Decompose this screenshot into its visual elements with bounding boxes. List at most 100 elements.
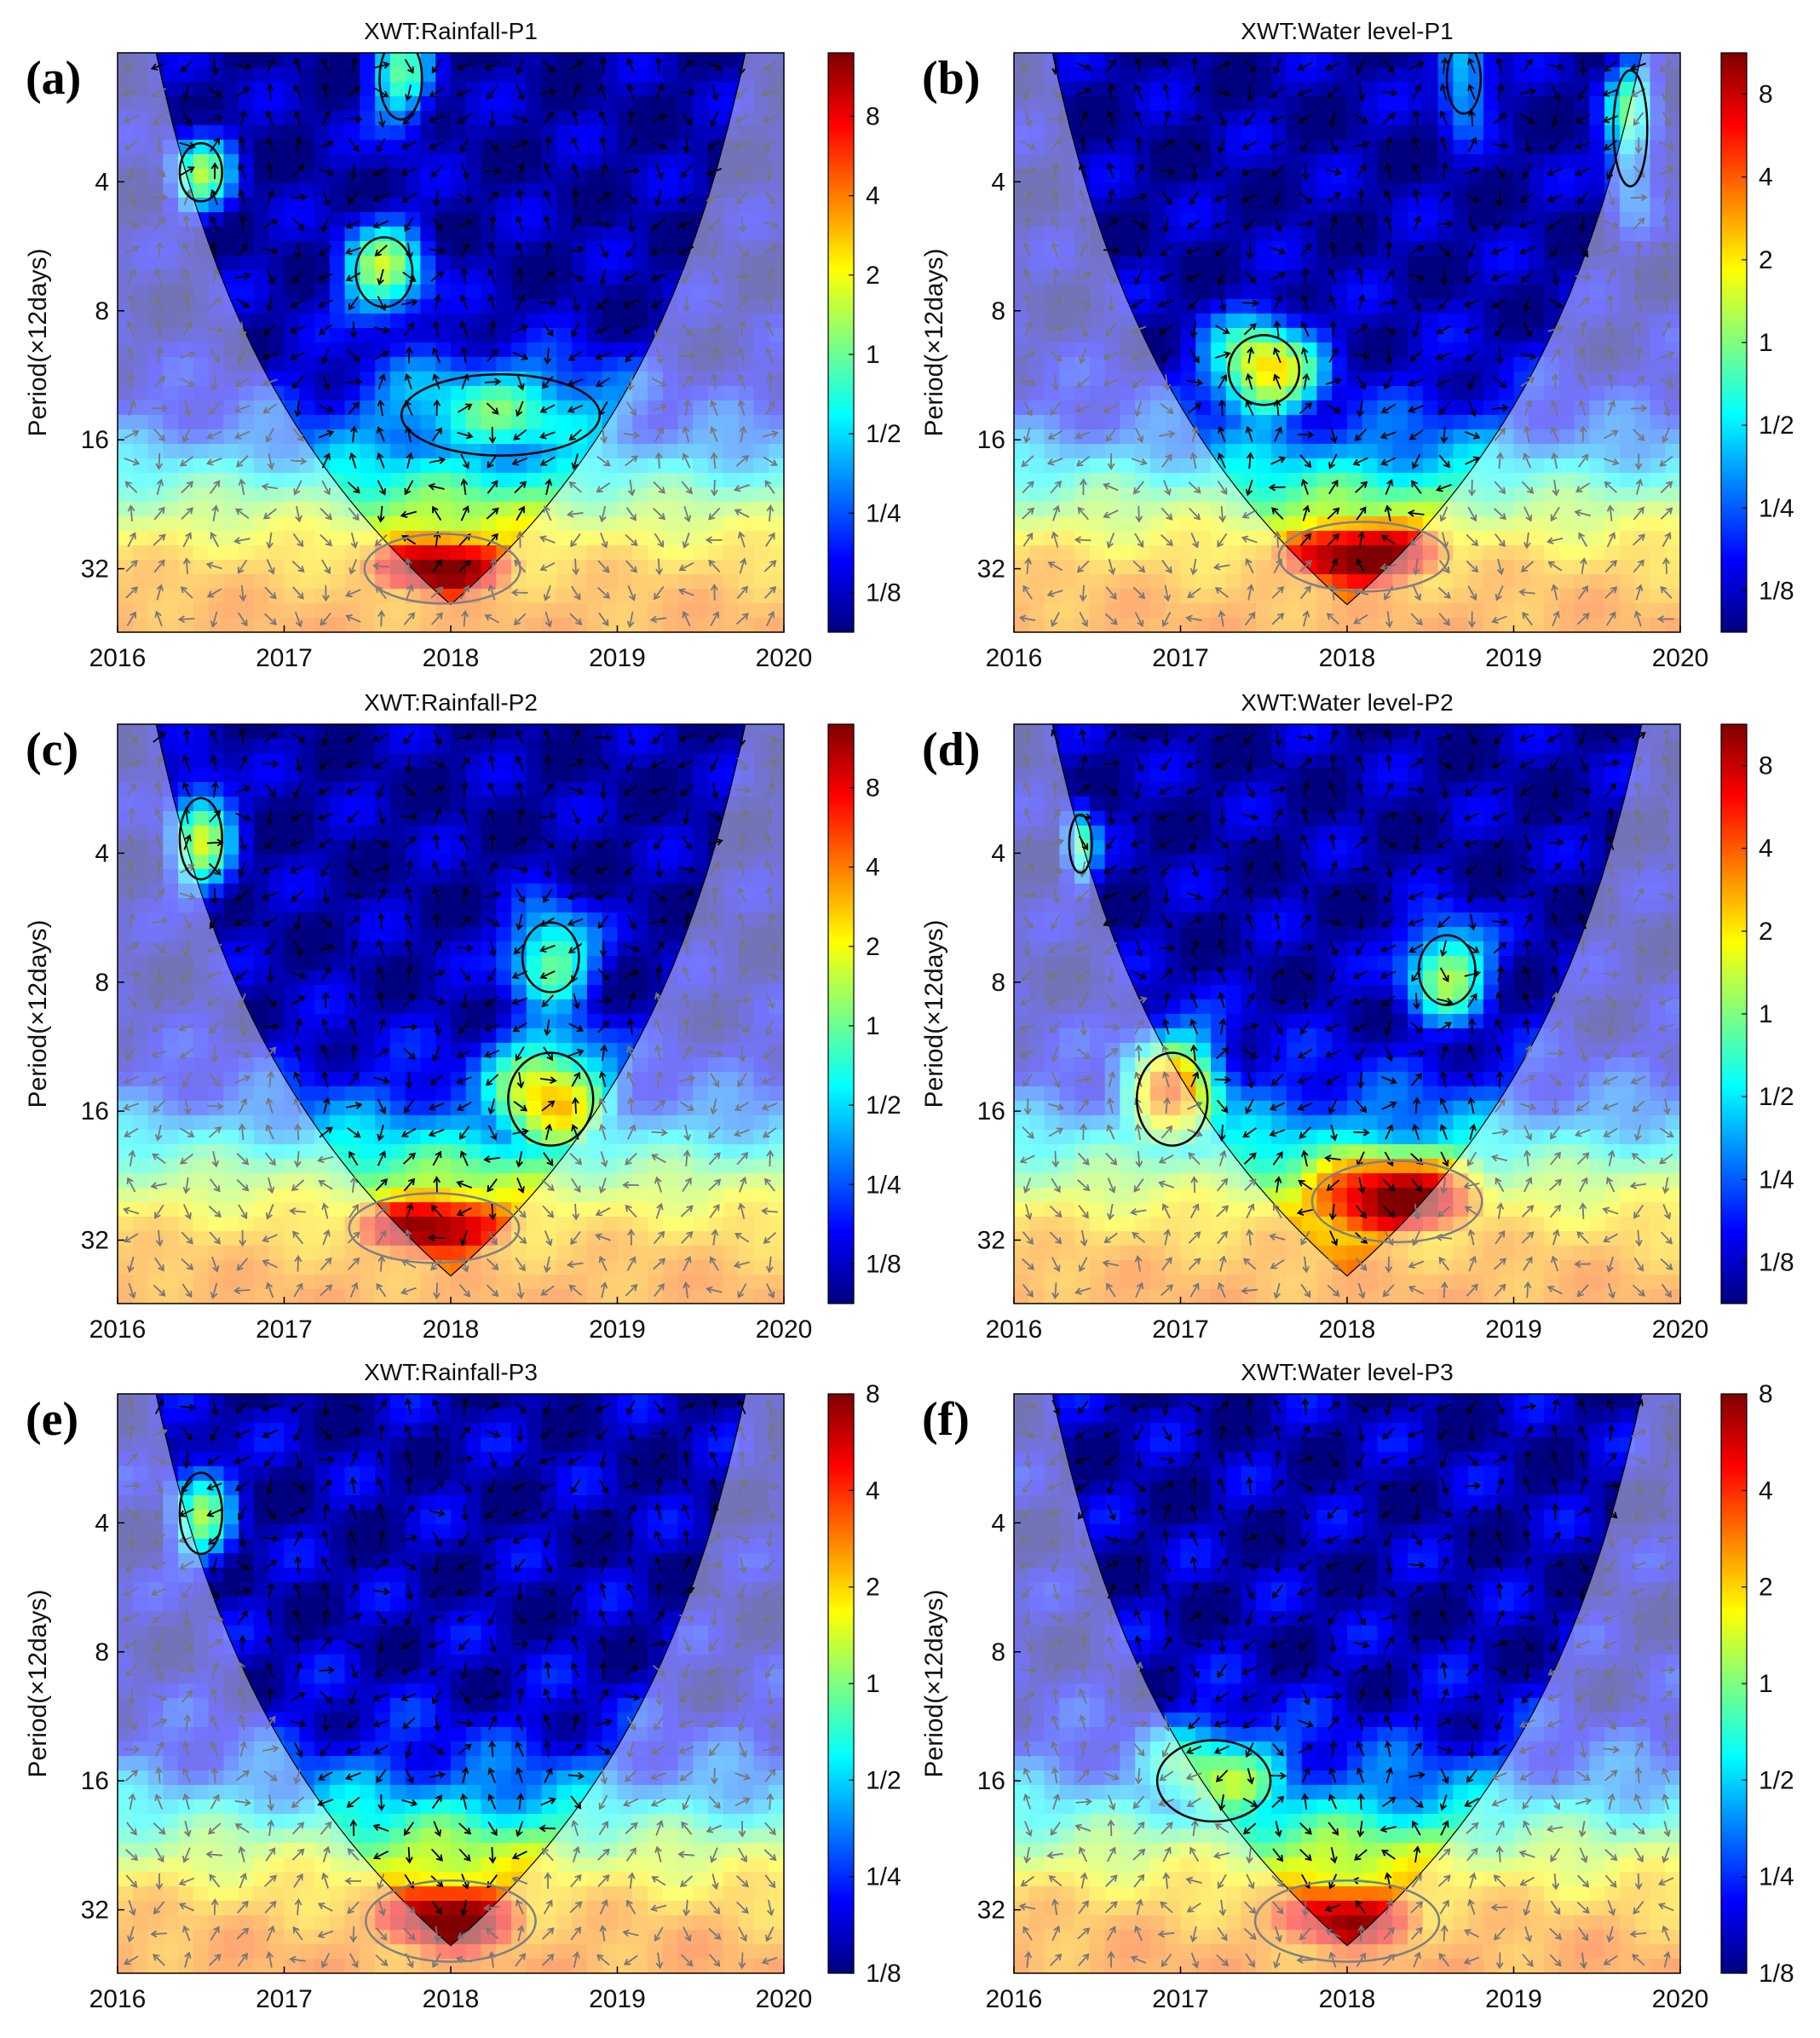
phase-arrow xyxy=(1161,1557,1171,1573)
phase-arrow xyxy=(711,479,718,497)
phase-arrow xyxy=(1298,1454,1315,1464)
phase-arrow xyxy=(1603,1746,1621,1754)
phase-arrow xyxy=(540,1428,555,1439)
phase-arrow xyxy=(405,84,412,101)
phase-arrow xyxy=(1495,1845,1504,1862)
phase-arrow xyxy=(653,1610,665,1625)
phase-arrow xyxy=(1577,85,1588,101)
phase-arrow xyxy=(1409,1796,1424,1808)
phase-arrow xyxy=(1302,504,1310,521)
phase-arrow xyxy=(1356,1767,1365,1783)
phase-arrow xyxy=(1079,215,1087,232)
phase-arrow xyxy=(485,1666,501,1676)
phase-arrow xyxy=(433,1715,441,1733)
phase-arrow xyxy=(1328,1098,1338,1114)
phase-arrow xyxy=(706,732,722,743)
phase-arrow xyxy=(1440,1557,1449,1573)
phase-arrow xyxy=(1408,1455,1424,1465)
phase-arrow xyxy=(123,1586,139,1597)
phase-arrow xyxy=(1492,1128,1509,1136)
phase-arrow xyxy=(572,1608,580,1626)
phase-arrow xyxy=(429,1665,444,1676)
phase-arrow xyxy=(1631,1612,1645,1624)
phase-arrow xyxy=(1241,1667,1258,1675)
phase-arrow xyxy=(708,1178,722,1191)
phase-arrow xyxy=(1547,561,1563,572)
phase-arrow xyxy=(1021,862,1035,875)
phase-arrow xyxy=(348,992,358,1009)
phase-arrow xyxy=(624,944,640,953)
phase-arrow xyxy=(211,58,219,75)
phase-arrow xyxy=(1105,1874,1118,1887)
phase-arrow xyxy=(1495,1399,1505,1416)
phase-arrow xyxy=(403,1822,415,1836)
phase-arrow xyxy=(1575,482,1590,492)
phase-arrow xyxy=(460,505,469,521)
phase-arrow xyxy=(1550,243,1560,259)
phase-arrow xyxy=(487,1178,498,1193)
phase-arrow xyxy=(734,1507,752,1516)
phase-arrow xyxy=(401,1638,417,1649)
phase-arrow xyxy=(682,1149,691,1167)
phase-arrow xyxy=(375,1178,388,1192)
phase-arrow xyxy=(1604,1453,1617,1466)
phase-arrow xyxy=(406,1583,414,1601)
phase-arrow xyxy=(406,452,414,469)
phase-arrow xyxy=(734,1691,749,1703)
phase-arrow xyxy=(1218,1125,1226,1142)
phase-arrow xyxy=(1357,1282,1366,1299)
phase-arrow xyxy=(708,1638,720,1651)
phase-arrow xyxy=(599,268,607,286)
phase-arrow xyxy=(1381,838,1397,848)
phase-arrow xyxy=(541,1179,555,1192)
phase-arrow xyxy=(1106,1661,1115,1678)
x-tick-label: 2018 xyxy=(1319,1315,1376,1344)
phase-arrow xyxy=(205,1482,222,1491)
phase-arrow xyxy=(1518,1850,1535,1858)
phase-arrow xyxy=(262,1429,278,1438)
phase-arrow xyxy=(404,1505,414,1520)
phase-arrow xyxy=(432,1531,442,1547)
phase-arrow xyxy=(125,1849,139,1862)
phase-arrow xyxy=(1247,346,1254,364)
phase-arrow xyxy=(458,1284,471,1298)
phase-arrow xyxy=(210,162,219,180)
phase-arrow xyxy=(320,216,330,233)
phase-arrow xyxy=(1602,1206,1619,1215)
phase-arrow xyxy=(625,401,636,417)
phase-arrow xyxy=(1437,1746,1454,1754)
phase-arrow xyxy=(1270,1259,1285,1269)
phase-arrow xyxy=(1159,168,1176,176)
phase-arrow xyxy=(1578,1398,1587,1415)
phase-arrow xyxy=(1384,728,1393,746)
phase-arrow xyxy=(1159,1666,1176,1673)
phase-arrow xyxy=(762,1587,778,1597)
phase-arrow xyxy=(487,1230,498,1246)
phase-arrow xyxy=(293,1071,302,1087)
phase-arrow xyxy=(1492,918,1509,926)
phase-arrow xyxy=(1468,1529,1477,1547)
phase-arrow xyxy=(1325,918,1342,927)
phase-arrow xyxy=(654,941,665,955)
phase-arrow xyxy=(1103,1454,1118,1466)
phase-arrow xyxy=(152,1428,168,1437)
phase-arrow xyxy=(1606,861,1616,877)
phase-arrow xyxy=(1324,1023,1341,1032)
phase-arrow xyxy=(401,812,418,820)
phase-arrow xyxy=(1299,1927,1311,1941)
phase-arrow xyxy=(1575,1691,1590,1702)
phase-arrow xyxy=(211,1399,220,1416)
phase-arrow xyxy=(348,138,360,153)
phase-arrow xyxy=(1548,297,1564,308)
phase-arrow xyxy=(1019,1023,1036,1032)
phase-arrow xyxy=(1634,860,1643,878)
phase-arrow xyxy=(513,429,527,440)
phase-arrow xyxy=(1518,588,1535,596)
phase-arrow xyxy=(625,137,637,152)
phase-arrow xyxy=(1467,585,1477,601)
phase-arrow xyxy=(710,111,719,127)
phase-arrow xyxy=(598,1635,608,1652)
phase-arrow xyxy=(1217,1477,1226,1494)
phase-arrow xyxy=(1189,1452,1200,1467)
